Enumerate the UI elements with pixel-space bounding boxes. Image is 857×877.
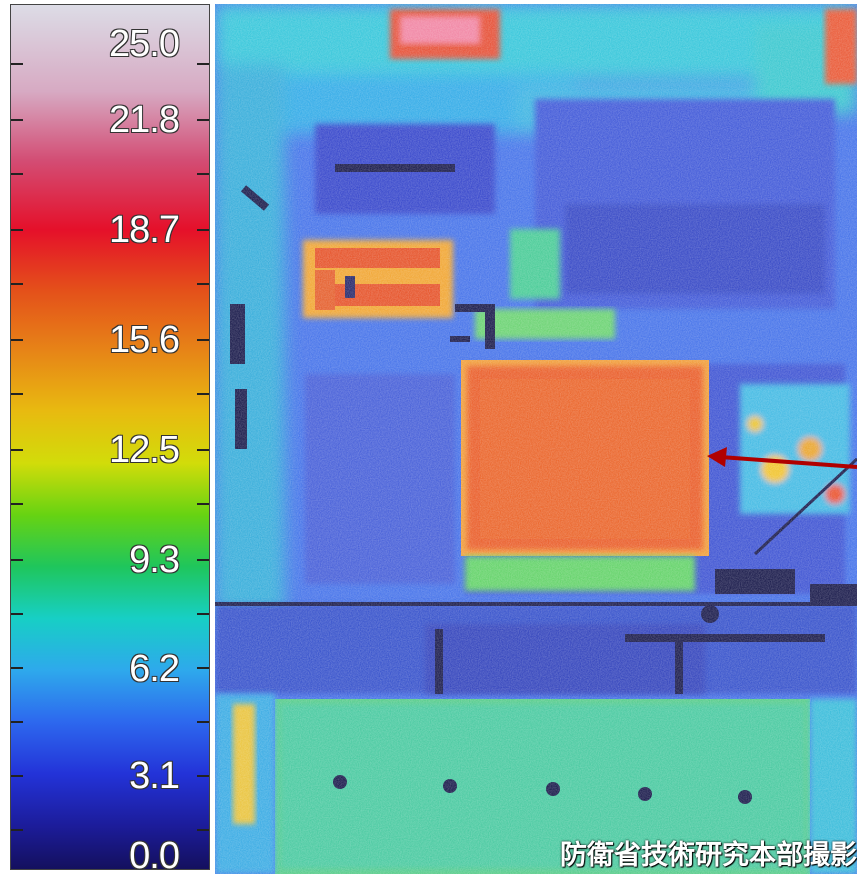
thermal-image-drawing	[215, 4, 857, 874]
thermal-image: 防衛省技術研究本部撮影	[215, 4, 857, 874]
scale-label-15-6: 15.6	[109, 319, 180, 361]
scale-label-12-5: 12.5	[109, 429, 180, 471]
scale-label-6-2: 6.2	[129, 648, 180, 690]
scale-label-25: 25.0	[109, 23, 180, 65]
scale-label-9-3: 9.3	[129, 539, 180, 581]
photo-credit: 防衛省技術研究本部撮影	[560, 840, 857, 871]
temperature-scale-bar: 25.0 21.8 18.7 15.6 12.5 9.3 6.2 3.1 0.0	[10, 4, 210, 875]
scale-label-3-1: 3.1	[129, 755, 180, 797]
scale-label-18-7: 18.7	[109, 209, 180, 251]
scale-label-21-8: 21.8	[109, 99, 180, 141]
indicator-arrow	[707, 447, 857, 469]
scale-label-0: 0.0	[129, 835, 180, 877]
